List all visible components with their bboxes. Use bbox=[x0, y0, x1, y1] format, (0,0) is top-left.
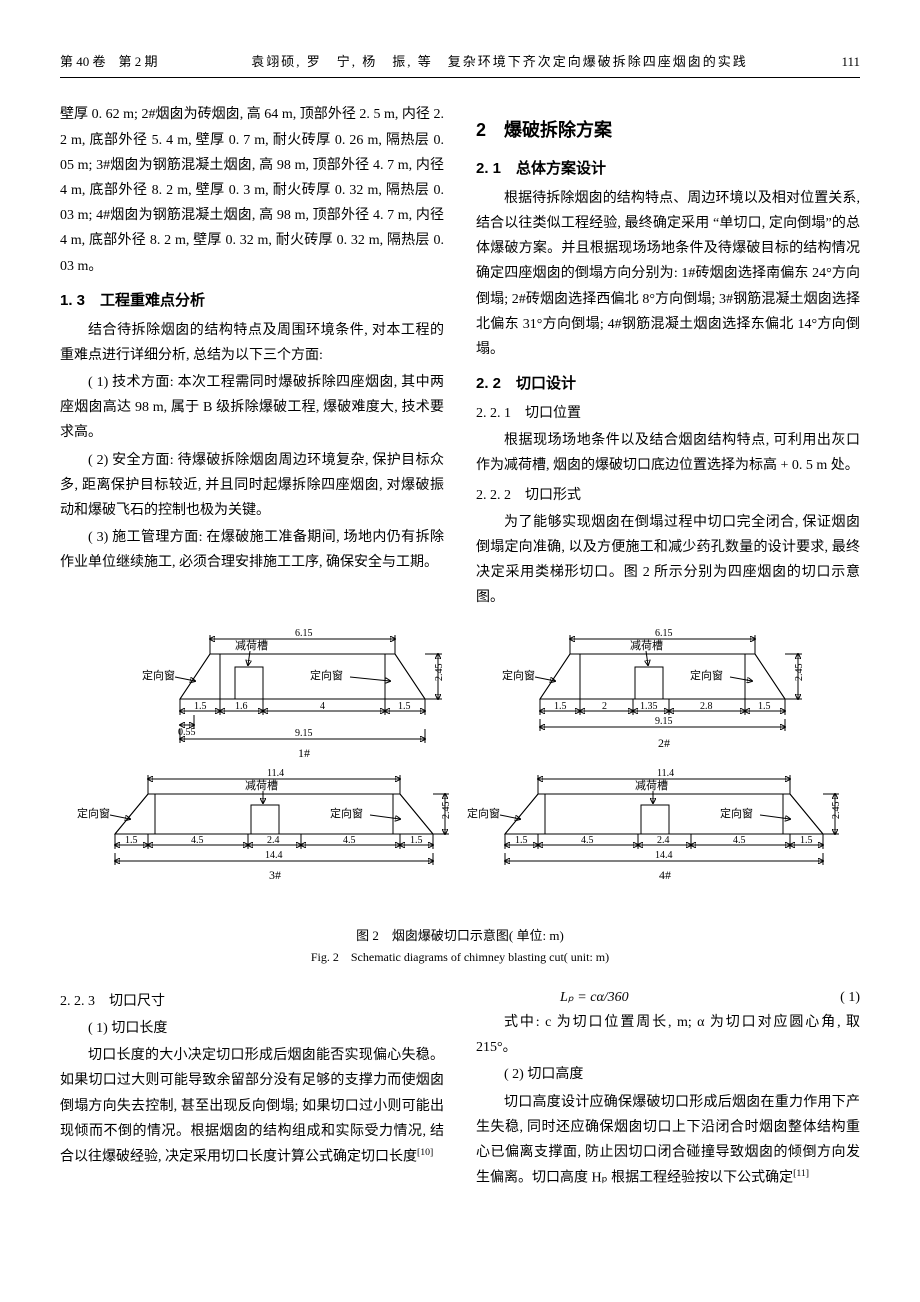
p2-seg3: 2.8 bbox=[700, 701, 713, 712]
p3-total: 14.4 bbox=[265, 850, 283, 861]
p-1-3-3: ( 3) 施工管理方面: 在爆破施工准备期间, 场地内仍有拆除作业单位继续施工,… bbox=[60, 525, 444, 575]
p2-seg2: 1.35 bbox=[640, 701, 658, 712]
p1-seg0: 1.5 bbox=[194, 701, 207, 712]
ref-10: [10] bbox=[417, 1147, 433, 1158]
p1-top-dim: 6.15 bbox=[295, 629, 313, 639]
p1-id: 1# bbox=[298, 746, 310, 760]
p4-left-win-label: 定向窗 bbox=[467, 806, 500, 820]
section-2-2-3-heading: 2. 2. 3 切口尺寸 bbox=[60, 989, 444, 1014]
p-2-2-3-1-text: 切口长度的大小决定切口形成后烟囱能否实现偏心失稳。如果切口过大则可能导致余留部分… bbox=[60, 1048, 444, 1164]
p1-seg3: 1.5 bbox=[398, 701, 411, 712]
p-2-2-3-2-title: ( 2) 切口高度 bbox=[476, 1062, 860, 1087]
p2-id: 2# bbox=[658, 736, 670, 750]
p2-h-dim: 2.45 bbox=[794, 663, 805, 681]
p4-right-win-label: 定向窗 bbox=[720, 806, 753, 820]
p1-total: 9.15 bbox=[295, 728, 313, 739]
p4-seg4: 1.5 bbox=[800, 835, 813, 846]
p4-seg2: 2.4 bbox=[657, 835, 670, 846]
p4-h-dim: 2.45 bbox=[831, 801, 842, 819]
figure-2-caption-en: Fig. 2 Schematic diagrams of chimney bla… bbox=[60, 947, 860, 969]
p3-seg2: 2.4 bbox=[267, 835, 280, 846]
p3-seg0: 1.5 bbox=[125, 835, 138, 846]
p3-h-dim: 2.45 bbox=[441, 801, 452, 819]
p2-seg0: 1.5 bbox=[554, 701, 567, 712]
p2-top-dim: 6.15 bbox=[655, 629, 673, 639]
lower-left-column: 2. 2. 3 切口尺寸 ( 1) 切口长度 切口长度的大小决定切口形成后烟囱能… bbox=[60, 985, 444, 1193]
p2-right-win-label: 定向窗 bbox=[690, 668, 723, 682]
p3-top-dim: 11.4 bbox=[267, 768, 284, 779]
lower-columns: 2. 2. 3 切口尺寸 ( 1) 切口长度 切口长度的大小决定切口形成后烟囱能… bbox=[60, 985, 860, 1193]
p4-top-dim: 11.4 bbox=[657, 768, 674, 779]
lower-right-column: Lₚ = cα/360 ( 1) 式中: c 为切口位置周长, m; α 为切口… bbox=[476, 985, 860, 1193]
figure-2: 定向窗 减荷槽 定向窗 6.15 2.45 1.5 1.6 4 1.5 0.55 bbox=[60, 629, 860, 969]
figure-2-svg: 定向窗 减荷槽 定向窗 6.15 2.45 1.5 1.6 4 1.5 0.55 bbox=[70, 629, 850, 909]
equation-1-row: Lₚ = cα/360 ( 1) bbox=[476, 985, 860, 1010]
p-2-2-3-1: 切口长度的大小决定切口形成后烟囱能否实现偏心失稳。如果切口过大则可能导致余留部分… bbox=[60, 1043, 444, 1170]
equation-1-number: ( 1) bbox=[840, 985, 860, 1010]
p2-left-win-label: 定向窗 bbox=[502, 668, 535, 682]
section-2-2-2-heading: 2. 2. 2 切口形式 bbox=[476, 483, 860, 508]
p3-right-win-label: 定向窗 bbox=[330, 806, 363, 820]
p1-right-win-label: 定向窗 bbox=[310, 668, 343, 682]
section-2-1-heading: 2. 1 总体方案设计 bbox=[476, 155, 860, 182]
p1-seg1: 1.6 bbox=[235, 701, 248, 712]
p1-h-dim: 2.45 bbox=[434, 663, 445, 681]
section-2-heading: 2 爆破拆除方案 bbox=[476, 114, 860, 146]
ref-11: [11] bbox=[793, 1168, 809, 1179]
header-center: 袁翊硕, 罗 宁, 杨 振, 等 复杂环境下齐次定向爆破拆除四座烟囱的实践 bbox=[158, 50, 842, 73]
figure-2-caption-cn: 图 2 烟囱爆破切口示意图( 单位: m) bbox=[60, 924, 860, 947]
section-2-2-1-heading: 2. 2. 1 切口位置 bbox=[476, 401, 860, 426]
p-2-2-3-1-title: ( 1) 切口长度 bbox=[60, 1016, 444, 1041]
section-1-3-heading: 1. 3 工程重难点分析 bbox=[60, 287, 444, 314]
p4-slot-label: 减荷槽 bbox=[635, 779, 668, 792]
equation-1: Lₚ = cα/360 bbox=[560, 985, 629, 1010]
upper-columns: 壁厚 0. 62 m; 2#烟囱为砖烟囱, 高 64 m, 顶部外径 2. 5 … bbox=[60, 102, 860, 612]
p4-seg1: 4.5 bbox=[581, 835, 594, 846]
p4-id: 4# bbox=[659, 868, 671, 882]
p3-left-win-label: 定向窗 bbox=[77, 806, 110, 820]
p2-seg4: 1.5 bbox=[758, 701, 771, 712]
p2-total: 9.15 bbox=[655, 716, 673, 727]
page-header: 第 40 卷 第 2 期 袁翊硕, 罗 宁, 杨 振, 等 复杂环境下齐次定向爆… bbox=[60, 50, 860, 78]
header-left: 第 40 卷 第 2 期 bbox=[60, 50, 158, 73]
eq1-desc: 式中: c 为切口位置周长, m; α 为切口对应圆心角, 取 215°。 bbox=[476, 1010, 860, 1060]
p1-seg2: 4 bbox=[320, 701, 325, 712]
p1-slot-label: 减荷槽 bbox=[235, 639, 268, 652]
p1-offset: 0.55 bbox=[178, 727, 196, 738]
p4-seg3: 4.5 bbox=[733, 835, 746, 846]
p4-seg0: 1.5 bbox=[515, 835, 528, 846]
left-top-paragraph: 壁厚 0. 62 m; 2#烟囱为砖烟囱, 高 64 m, 顶部外径 2. 5 … bbox=[60, 102, 444, 278]
p-1-3-2: ( 2) 安全方面: 待爆破拆除烟囱周边环境复杂, 保护目标众多, 距离保护目标… bbox=[60, 448, 444, 524]
p3-id: 3# bbox=[269, 868, 281, 882]
left-column: 壁厚 0. 62 m; 2#烟囱为砖烟囱, 高 64 m, 顶部外径 2. 5 … bbox=[60, 102, 444, 612]
p2-slot-label: 减荷槽 bbox=[630, 639, 663, 652]
p-1-3-intro: 结合待拆除烟囱的结构特点及周围环境条件, 对本工程的重难点进行详细分析, 总结为… bbox=[60, 318, 444, 368]
p-2-1: 根据待拆除烟囱的结构特点、周边环境以及相对位置关系, 结合以往类似工程经验, 最… bbox=[476, 186, 860, 362]
p-2-2-3-2: 切口高度设计应确保爆破切口形成后烟囱在重力作用下产生失稳, 同时还应确保烟囱切口… bbox=[476, 1090, 860, 1191]
p-2-2-1: 根据现场场地条件以及结合烟囱结构特点, 可利用出灰口作为减荷槽, 烟囱的爆破切口… bbox=[476, 428, 860, 478]
right-column: 2 爆破拆除方案 2. 1 总体方案设计 根据待拆除烟囱的结构特点、周边环境以及… bbox=[476, 102, 860, 612]
p3-seg4: 1.5 bbox=[410, 835, 423, 846]
p-2-2-2: 为了能够实现烟囱在倒塌过程中切口完全闭合, 保证烟囱倒塌定向准确, 以及方便施工… bbox=[476, 510, 860, 611]
p-1-3-1: ( 1) 技术方面: 本次工程需同时爆破拆除四座烟囱, 其中两座烟囱高达 98 … bbox=[60, 370, 444, 446]
p3-seg1: 4.5 bbox=[191, 835, 204, 846]
p3-seg3: 4.5 bbox=[343, 835, 356, 846]
p2-seg1: 2 bbox=[602, 701, 607, 712]
section-2-2-heading: 2. 2 切口设计 bbox=[476, 370, 860, 397]
header-page-number: 111 bbox=[841, 50, 860, 73]
p4-total: 14.4 bbox=[655, 850, 673, 861]
p3-slot-label: 减荷槽 bbox=[245, 779, 278, 792]
p1-left-win-label: 定向窗 bbox=[142, 668, 175, 682]
